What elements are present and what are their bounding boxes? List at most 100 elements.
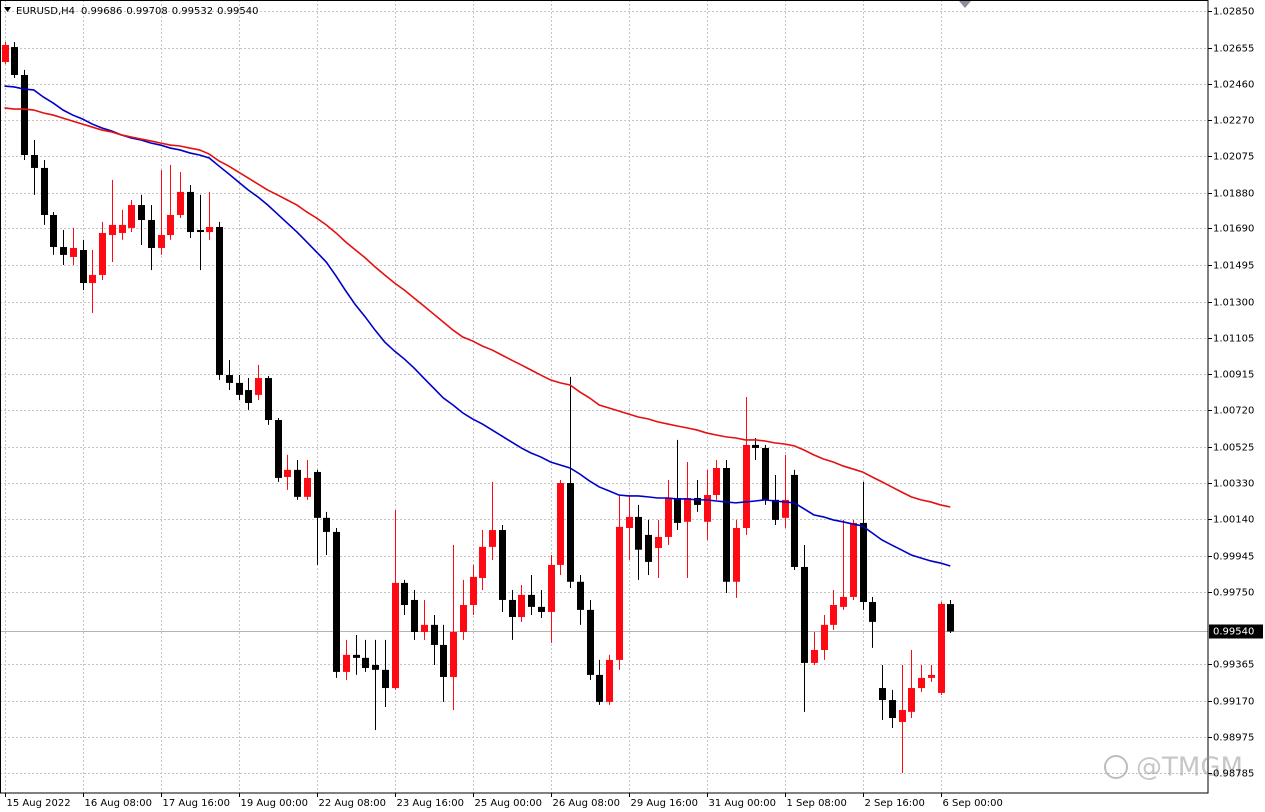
candle-body	[372, 664, 379, 670]
candle-body	[489, 530, 496, 547]
candle-body	[811, 649, 818, 663]
candle-body	[323, 517, 330, 532]
candle-body	[606, 659, 613, 702]
y-tick-label: 1.00330	[1213, 479, 1254, 490]
candle-body	[226, 375, 233, 383]
candle-body	[284, 469, 291, 477]
candle-body	[791, 474, 798, 567]
x-tick-label: 25 Aug 00:00	[475, 798, 542, 809]
y-tick-label: 0.99750	[1213, 588, 1254, 599]
candle-body	[509, 599, 516, 618]
y-tick-label: 1.02460	[1213, 80, 1254, 91]
candle-body	[518, 594, 525, 618]
x-tick-label: 23 Aug 16:00	[397, 798, 464, 809]
x-tick-label: 2 Sep 16:00	[865, 798, 925, 809]
candle-body	[245, 390, 252, 403]
candle-body	[674, 497, 681, 523]
candle-body	[119, 224, 126, 233]
candle-body	[382, 669, 389, 689]
header-open: 0.99686	[81, 6, 122, 17]
y-tick-label: 0.98975	[1213, 733, 1254, 744]
shift-marker	[959, 1, 971, 8]
candle-body	[733, 527, 740, 582]
candle-body	[577, 581, 584, 610]
candle-body	[889, 700, 896, 719]
x-tick-label: 29 Aug 16:00	[631, 798, 698, 809]
x-tick-label: 15 Aug 2022	[7, 798, 71, 809]
x-tick-label: 17 Aug 16:00	[163, 798, 230, 809]
candle-body	[440, 644, 447, 677]
x-tick-label: 31 Aug 00:00	[709, 798, 776, 809]
candle-body	[557, 482, 564, 565]
candle-body	[216, 226, 223, 376]
candle-body	[528, 594, 535, 607]
x-tick-label: 1 Sep 08:00	[787, 798, 847, 809]
y-tick-label: 1.01105	[1213, 334, 1254, 345]
candle-body	[31, 155, 38, 168]
header-high: 0.99708	[126, 6, 167, 17]
candle-body	[616, 526, 623, 660]
candle-body	[899, 709, 906, 722]
candle-body	[50, 214, 57, 248]
candle-body	[109, 224, 116, 236]
candle-body	[821, 624, 828, 650]
candle-body	[928, 674, 935, 678]
header: EURUSD,H4 0.99686 0.99708 0.99532 0.99540	[16, 6, 258, 17]
candle-body	[908, 688, 915, 712]
candle-body	[635, 516, 642, 550]
candle-body	[401, 582, 408, 606]
candle-body	[655, 536, 662, 549]
candle-body	[255, 378, 262, 395]
candle-body	[684, 497, 691, 522]
candle-body	[752, 444, 759, 448]
candle-body	[782, 499, 789, 518]
last-price-box	[1209, 624, 1263, 639]
candle-body	[850, 522, 857, 597]
candle-body	[665, 497, 672, 537]
candle-body	[869, 602, 876, 622]
x-tick-label: 26 Aug 08:00	[553, 798, 620, 809]
candle-body	[431, 624, 438, 645]
candle-body	[713, 468, 720, 495]
y-tick-label: 0.99945	[1213, 552, 1254, 563]
candle-body	[206, 226, 213, 233]
candle-body	[704, 494, 711, 522]
header-arrow	[4, 7, 11, 12]
candle-body	[723, 468, 730, 582]
candle-body	[353, 654, 360, 658]
candle-body	[548, 564, 555, 612]
y-tick-label: 1.01495	[1213, 261, 1254, 272]
candle-body	[41, 167, 48, 215]
candle-body	[470, 576, 477, 606]
y-tick-label: 1.00140	[1213, 515, 1254, 526]
y-tick-label: 1.00915	[1213, 370, 1254, 381]
candle-body	[362, 657, 369, 668]
candle-body	[21, 74, 28, 156]
x-tick-label: 19 Aug 00:00	[241, 798, 308, 809]
plot-frame	[0, 0, 1209, 794]
y-tick-label: 1.02075	[1213, 152, 1254, 163]
watermark-group: @TMGM	[1104, 753, 1243, 783]
candle-body	[314, 471, 321, 518]
candle-body	[275, 420, 282, 478]
candle-body	[460, 605, 467, 633]
candle-body	[596, 674, 603, 702]
candle-body	[128, 205, 135, 228]
candle-body	[343, 654, 350, 672]
candle-body	[392, 582, 399, 689]
moving-average-line	[4, 107, 951, 508]
symbol: EURUSD,H4	[16, 6, 75, 17]
candle-body	[236, 382, 243, 395]
candle-body	[938, 603, 945, 693]
candle-body	[158, 235, 165, 248]
last-price-label: 0.99540	[1213, 627, 1254, 638]
candle-body	[167, 214, 174, 236]
candle-body	[626, 516, 633, 528]
y-tick-label: 1.02270	[1213, 116, 1254, 127]
candle-body	[187, 191, 194, 233]
candle-body	[694, 497, 701, 505]
candle-body	[743, 444, 750, 528]
y-tick-label: 1.01300	[1213, 298, 1254, 309]
x-tick-label: 6 Sep 00:00	[943, 798, 1003, 809]
